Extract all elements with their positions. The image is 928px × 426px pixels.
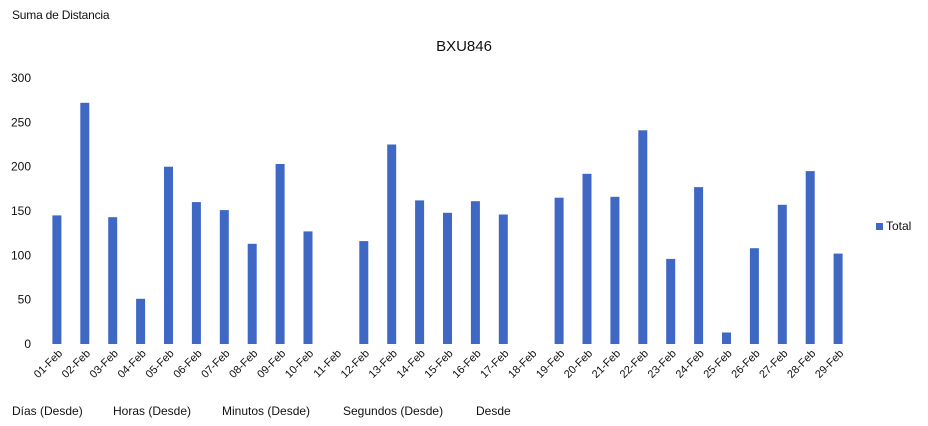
legend-label-total: Total bbox=[886, 219, 912, 233]
y-tick-label: 150 bbox=[11, 204, 31, 218]
x-tick-label: 25-Feb bbox=[701, 348, 734, 381]
bar-04-Feb bbox=[136, 298, 146, 344]
bars bbox=[52, 102, 843, 344]
x-tick-label: 27-Feb bbox=[757, 348, 790, 381]
bar-16-Feb bbox=[470, 201, 480, 344]
chart-title: BXU846 bbox=[436, 38, 492, 55]
bar-20-Feb bbox=[582, 173, 592, 344]
x-tick-label: 17-Feb bbox=[478, 348, 511, 381]
y-tick-label: 100 bbox=[11, 248, 31, 262]
bar-02-Feb bbox=[80, 102, 90, 344]
x-tick-label: 13-Feb bbox=[367, 348, 400, 381]
bar-29-Feb bbox=[833, 253, 843, 344]
bar-13-Feb bbox=[387, 144, 397, 344]
x-tick-label: 15-Feb bbox=[422, 348, 455, 381]
bar-21-Feb bbox=[610, 196, 620, 344]
bar-24-Feb bbox=[694, 187, 704, 344]
x-tick-label: 22-Feb bbox=[618, 348, 651, 381]
bar-26-Feb bbox=[749, 248, 759, 344]
x-tick-label: 24-Feb bbox=[674, 348, 707, 381]
x-tick-label: 10-Feb bbox=[283, 348, 316, 381]
x-tick-label: 11-Feb bbox=[311, 348, 344, 381]
bar-07-Feb bbox=[219, 210, 229, 344]
x-tick-label: 14-Feb bbox=[395, 348, 428, 381]
bar-17-Feb bbox=[498, 214, 508, 344]
bar-09-Feb bbox=[275, 164, 285, 344]
x-tick-label: 18-Feb bbox=[506, 348, 539, 381]
x-tick-label: 16-Feb bbox=[450, 348, 483, 381]
row-field-segundos[interactable]: Segundos (Desde) bbox=[343, 404, 444, 418]
x-tick-label: 01-Feb bbox=[32, 348, 65, 381]
legend: Total bbox=[876, 219, 911, 233]
x-axis: 01-Feb02-Feb03-Feb04-Feb05-Feb06-Feb07-F… bbox=[32, 348, 846, 381]
x-tick-label: 28-Feb bbox=[785, 348, 818, 381]
bar-12-Feb bbox=[359, 241, 369, 344]
bar-05-Feb bbox=[164, 166, 173, 344]
x-tick-label: 26-Feb bbox=[729, 348, 762, 381]
row-field-dias[interactable]: Días (Desde) bbox=[12, 404, 83, 418]
x-tick-label: 06-Feb bbox=[171, 348, 204, 381]
y-tick-label: 250 bbox=[11, 115, 31, 129]
x-tick-label: 08-Feb bbox=[227, 348, 260, 381]
row-field-desde[interactable]: Desde bbox=[476, 404, 511, 418]
x-tick-label: 02-Feb bbox=[60, 348, 93, 381]
legend-swatch bbox=[876, 222, 883, 230]
bar-19-Feb bbox=[554, 197, 564, 344]
bar-06-Feb bbox=[191, 202, 201, 344]
bar-10-Feb bbox=[303, 231, 313, 344]
bar-08-Feb bbox=[247, 243, 257, 344]
x-tick-label: 05-Feb bbox=[143, 348, 176, 381]
x-tick-label: 20-Feb bbox=[562, 348, 595, 381]
row-field-minutos[interactable]: Minutos (Desde) bbox=[222, 404, 311, 418]
bar-27-Feb bbox=[777, 204, 787, 344]
x-tick-label: 21-Feb bbox=[590, 348, 623, 381]
y-axis: 0 50 100 150 200 250 300 bbox=[11, 71, 31, 351]
y-tick-label: 300 bbox=[11, 71, 31, 85]
x-tick-label: 09-Feb bbox=[255, 348, 288, 381]
y-tick-label: 50 bbox=[18, 293, 32, 307]
x-tick-label: 03-Feb bbox=[88, 348, 121, 381]
bar-22-Feb bbox=[638, 130, 648, 344]
bar-28-Feb bbox=[805, 171, 815, 344]
row-field-horas[interactable]: Horas (Desde) bbox=[113, 404, 192, 418]
x-tick-label: 04-Feb bbox=[116, 348, 149, 381]
bar-01-Feb bbox=[52, 215, 62, 344]
x-tick-label: 19-Feb bbox=[534, 348, 567, 381]
bar-25-Feb bbox=[722, 332, 731, 344]
y-tick-label: 0 bbox=[24, 337, 31, 351]
y-tick-label: 200 bbox=[11, 160, 31, 174]
bar-14-Feb bbox=[415, 200, 425, 344]
bar-23-Feb bbox=[666, 258, 676, 344]
x-tick-label: 07-Feb bbox=[199, 348, 232, 381]
value-field-button[interactable]: Suma de Distancia bbox=[12, 8, 110, 22]
x-tick-label: 23-Feb bbox=[646, 348, 679, 381]
bar-03-Feb bbox=[108, 217, 118, 344]
x-tick-label: 29-Feb bbox=[813, 348, 846, 381]
x-tick-label: 12-Feb bbox=[339, 348, 372, 381]
bar-15-Feb bbox=[443, 212, 452, 344]
